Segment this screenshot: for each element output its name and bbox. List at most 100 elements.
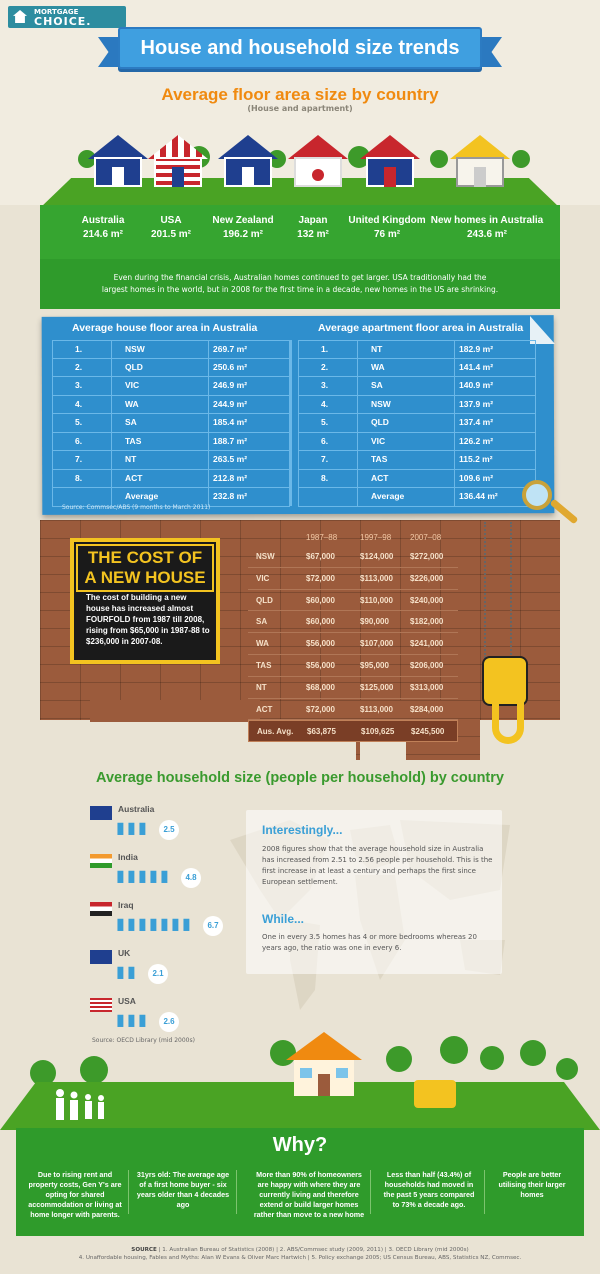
rank-cell: 1. bbox=[75, 344, 83, 354]
table-divider bbox=[290, 340, 292, 506]
household-size-list: Australia ▮▮▮ 2.5 India ▮▮▮▮▮ 4.8 Iraq ▮▮▮▮▮▮▮ 6… bbox=[90, 800, 250, 1032]
person-icon: ▮ bbox=[127, 818, 137, 837]
tree-icon bbox=[512, 150, 530, 168]
person-icon: ▮ bbox=[138, 818, 148, 837]
person-icon: ▮ bbox=[171, 914, 181, 933]
table-row: QLD $60,000 $110,000 $240,000 bbox=[248, 590, 458, 612]
why-reason-1: Due to rising rent and property costs, G… bbox=[28, 1170, 122, 1219]
household-size-badge: 2.6 bbox=[159, 1012, 179, 1032]
state-cell: QLD bbox=[125, 361, 143, 372]
note-interestingly-title: Interestingly... bbox=[262, 823, 343, 837]
cost-table: 1987–88 1997–98 2007–08 NSW $67,000 $124,000 $… bbox=[248, 530, 458, 743]
cost-cell: NSW bbox=[256, 552, 275, 561]
state-cell: SA bbox=[125, 417, 137, 427]
state-cell: QLD bbox=[371, 417, 389, 427]
table-row: 5. QLD 137.4 m² bbox=[298, 414, 536, 433]
cost-sign bbox=[70, 538, 220, 664]
state-cell: ACT bbox=[125, 472, 143, 483]
cost-header-cell: 2007–08 bbox=[410, 533, 442, 542]
why-reason-3: More than 90% of homeowners are happy wi… bbox=[253, 1170, 365, 1219]
cost-cell: TAS bbox=[256, 660, 272, 670]
cost-cell: $95,000 bbox=[360, 660, 389, 670]
sources-label: SOURCE bbox=[131, 1247, 157, 1253]
country-new-zealand: New Zealand 196.2 m² bbox=[212, 215, 274, 240]
rank-cell: 8. bbox=[321, 472, 329, 483]
people-icons: ▮▮ bbox=[116, 962, 138, 982]
table-row: 8. ACT 109.6 m² bbox=[298, 469, 536, 488]
cost-cell: Aus. Avg. bbox=[257, 727, 294, 737]
cost-cell: $56,000 bbox=[306, 639, 335, 649]
cost-cell: $182,000 bbox=[410, 617, 444, 627]
cost-cell: VIC bbox=[256, 573, 270, 583]
cost-cell: QLD bbox=[256, 595, 273, 605]
people-icons: ▮▮▮▮▮ bbox=[116, 866, 171, 886]
table-row: NT $68,000 $125,000 $313,000 bbox=[248, 677, 458, 699]
tree-icon bbox=[348, 146, 370, 168]
tree-icon bbox=[556, 1058, 578, 1080]
usa-flag-icon bbox=[90, 998, 112, 1012]
why-reason-5: People are better utilising their larger… bbox=[498, 1170, 566, 1199]
tree-icon bbox=[430, 150, 448, 168]
table-row: Average 136.44 m² bbox=[298, 488, 536, 507]
why-separator bbox=[370, 1170, 371, 1214]
area-cell: 188.7 m² bbox=[213, 435, 248, 446]
iraq-flag-icon bbox=[90, 902, 112, 916]
country-usa: USA 201.5 m² bbox=[150, 215, 192, 240]
state-cell: ACT bbox=[371, 472, 389, 483]
note-interestingly-text: 2008 figures show that the average house… bbox=[262, 845, 493, 886]
area-cell: 136.44 m² bbox=[459, 491, 498, 501]
country-australia: Australia 214.6 m² bbox=[81, 215, 125, 240]
household-country-name: Australia bbox=[118, 804, 155, 814]
why-separator bbox=[128, 1170, 129, 1214]
cost-cell: $60,000 bbox=[306, 595, 335, 605]
table-row: Average 232.8 m² bbox=[52, 488, 290, 507]
australia-flag-icon bbox=[90, 806, 112, 820]
table-row: 2. QLD 250.6 m² bbox=[52, 358, 290, 377]
floor-area-title: Average floor area size by country bbox=[161, 85, 439, 104]
household-source: Source: OECD Library (mid 2000s) bbox=[92, 1037, 195, 1044]
person-icon: ▮ bbox=[116, 818, 126, 837]
usa-flag-house-icon bbox=[148, 135, 208, 187]
tree-icon bbox=[30, 1060, 56, 1086]
moving-van-icon bbox=[414, 1080, 456, 1108]
crane-block-icon bbox=[482, 656, 528, 706]
area-cell: 115.2 m² bbox=[459, 454, 493, 464]
cost-sign-title: THE COST OF A NEW HOUSE bbox=[76, 544, 214, 592]
house-floor-table: 1. NSW 269.7 m² 2. QLD 250.6 m² 3. VIC 2… bbox=[52, 340, 290, 507]
person-icon: ▮ bbox=[116, 914, 126, 933]
apartment-floor-table: 1. NT 182.9 m² 2. WA 141.4 m² 3. SA 140.… bbox=[298, 340, 536, 507]
state-cell: NT bbox=[125, 454, 137, 464]
rank-cell: 5. bbox=[321, 417, 329, 427]
area-cell: 263.5 m² bbox=[213, 454, 248, 464]
why-separator bbox=[484, 1170, 485, 1214]
table-row: NSW $67,000 $124,000 $272,000 bbox=[248, 546, 458, 568]
cost-cell: $272,000 bbox=[410, 552, 444, 561]
rank-cell: 6. bbox=[75, 435, 83, 446]
table-row: TAS $56,000 $95,000 $206,000 bbox=[248, 655, 458, 677]
household-country-name: Iraq bbox=[118, 900, 134, 910]
cost-cell: $124,000 bbox=[360, 552, 394, 561]
crane-chain bbox=[484, 522, 490, 658]
australia-flag-house-icon bbox=[88, 135, 148, 187]
table-row: 5. SA 185.4 m² bbox=[52, 414, 290, 433]
rank-cell: 6. bbox=[321, 435, 329, 446]
rank-cell: 5. bbox=[75, 417, 83, 427]
person-icon: ▮ bbox=[182, 914, 192, 933]
uk-flag-icon bbox=[90, 950, 112, 964]
area-cell: 141.4 m² bbox=[459, 361, 494, 372]
brand-logo[interactable]: MORTGAGE CHOICE. bbox=[8, 6, 126, 28]
sources-footer: SOURCE | 1. Australian Bureau of Statist… bbox=[20, 1246, 580, 1262]
floor-area-subtitle: (House and apartment) bbox=[247, 104, 353, 113]
why-panel bbox=[16, 1128, 584, 1236]
area-cell: 137.9 m² bbox=[459, 398, 494, 409]
green-panel-top bbox=[40, 205, 560, 259]
cost-cell: $125,000 bbox=[360, 682, 394, 692]
person-icon: ▮ bbox=[116, 962, 126, 981]
state-cell: SA bbox=[371, 380, 383, 390]
person-icon: ▮ bbox=[116, 866, 126, 885]
cost-cell: $90,000 bbox=[360, 617, 389, 627]
cost-cell: SA bbox=[256, 617, 268, 627]
cost-cell: $72,000 bbox=[306, 573, 335, 583]
rank-cell: 7. bbox=[75, 454, 83, 464]
note-while-text: One in every 3.5 homes has 4 or more bed… bbox=[262, 933, 477, 952]
